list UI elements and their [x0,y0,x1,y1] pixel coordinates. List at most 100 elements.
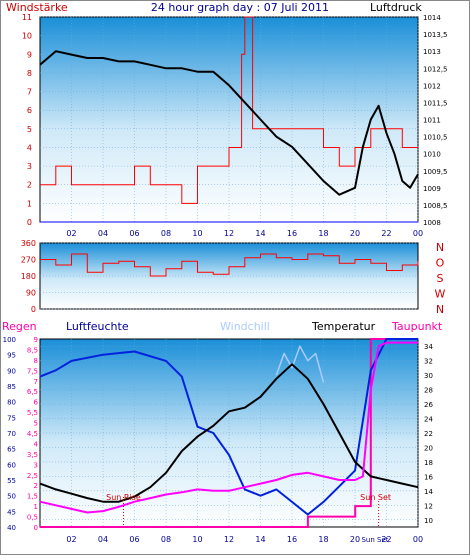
temperature-line [39,363,419,503]
wind-tick-label: 6 [27,106,32,115]
time-tick-label: 14 [255,535,265,544]
temperature-tick-label: 24 [424,416,433,424]
direction-degree-label: 90 [26,289,36,298]
rain-tick-label: 3,5 [27,451,38,459]
temperature-tick-label: 30 [424,372,433,380]
humidity-axis-title: Luftfeuchte [66,320,129,333]
wind-tick-label: 9 [27,50,32,59]
pressure-tick-label: 1012,5 [423,65,448,73]
temperature-tick-label: 22 [424,430,433,438]
pressure-tick-label: 1009,5 [423,168,448,176]
wind-axis-title: Windstärke [6,1,68,14]
wind-tick-label: 0 [27,218,32,227]
wind-tick-label: 11 [22,13,32,22]
wind-tick-label: 2 [27,181,32,190]
rain-tick-label: 8 [34,357,38,365]
humidity-tick-label: 50 [7,493,16,501]
pressure-tick-label: 1008,5 [423,202,448,210]
rain-tick-label: 1,5 [27,493,38,501]
windchill-line [275,345,325,383]
sunrise-label: Sun Rise [106,493,141,502]
direction-degree-label: 360 [21,239,36,248]
wind-tick-label: 5 [27,125,32,134]
direction-degree-label: 270 [21,256,36,265]
time-tick-label: 08 [161,229,171,238]
temperature-axis-ticks: 10 12 14 16 18 20 22 24 26 28 30 32 34 [424,343,433,525]
temperature-tick-label: 16 [424,473,433,481]
rain-tick-label: 7 [34,378,38,386]
rain-tick-label: 1 [34,503,38,511]
rain-tick-label: 5,5 [27,409,38,417]
time-tick-label: 10 [192,535,202,544]
direction-degree-label: 180 [21,272,36,281]
rain-tick-label: 5 [34,420,38,428]
humidity-tick-label: 65 [7,446,16,454]
rain-axis-title: Regen [2,320,37,333]
time-tick-label: 06 [129,229,139,238]
wind-tick-label: 4 [27,143,32,152]
time-tick-label: 20 [350,229,360,238]
sunset-axis-label: Sun Set [361,536,388,544]
time-tick-label: 04 [98,535,108,544]
time-tick-label: 18 [318,535,328,544]
wind-pressure-series [39,16,419,223]
humidity-tick-label: 80 [7,399,16,407]
humidity-tick-label: 95 [7,352,16,360]
rain-tick-label: 9 [34,336,38,344]
humidity-tick-label: 40 [7,524,16,532]
time-tick-label: 00 [413,535,423,544]
compass-label: O [436,257,445,270]
humidity-temperature-series [39,338,419,528]
time-tick-label: 00 [413,229,423,238]
temperature-tick-label: 18 [424,459,433,467]
pressure-tick-label: 1010,5 [423,134,448,142]
rain-line [40,338,418,528]
compass-label: N [436,241,444,254]
rain-tick-label: 8,5 [27,346,38,354]
temperature-tick-label: 12 [424,502,433,510]
time-tick-label: 16 [287,535,297,544]
rain-axis-ticks: 0 0,5 1 1,5 2 2,5 3 3,5 4 4,5 5 5,5 6 6,5 7 7,5 8 8,5 9 [27,336,39,532]
time-tick-label: 22 [381,535,391,544]
sunset-label: Sun Set [360,493,391,502]
time-tick-label: 12 [224,229,234,238]
time-tick-label: 16 [287,229,297,238]
rain-tick-label: 2,5 [27,472,38,480]
time-axis-ticks-bottom: 02 04 06 08 10 12 14 16 18 20 22 00 [66,535,423,544]
humidity-tick-label: 90 [7,367,16,375]
compass-label: N [436,303,444,316]
wind-tick-label: 10 [22,32,32,41]
humidity-tick-label: 75 [7,414,16,422]
humidity-axis-ticks: 40 45 50 55 60 65 70 75 80 85 90 95 100 [3,336,16,532]
pressure-tick-label: 1011 [423,117,441,125]
pressure-axis-ticks: 1008 1008,5 1009 1009,5 1010 1010,5 1011 1011,5… [423,14,448,227]
wind-axis-ticks: 0 1 2 3 4 5 6 7 8 9 10 11 [22,13,32,227]
pressure-tick-label: 1009 [423,185,441,193]
wind-tick-label: 1 [27,199,32,208]
pressure-tick-label: 1013,5 [423,31,448,39]
rain-tick-label: 3 [34,461,38,469]
time-tick-label: 12 [224,535,234,544]
pressure-tick-label: 1012 [423,82,441,90]
time-tick-label: 14 [255,229,265,238]
temperature-tick-label: 10 [424,517,433,525]
pressure-tick-label: 1014 [423,14,441,22]
time-tick-label: 08 [161,535,171,544]
humidity-tick-label: 70 [7,430,16,438]
humidity-tick-label: 100 [3,336,16,344]
temperature-tick-label: 26 [424,401,433,409]
pressure-tick-label: 1008 [423,219,441,227]
rain-tick-label: 0 [34,524,38,532]
pressure-line [39,50,419,196]
pressure-tick-label: 1011,5 [423,99,448,107]
time-tick-label: 02 [66,229,76,238]
rain-tick-label: 7,5 [27,367,38,375]
humidity-tick-label: 85 [7,383,16,391]
rain-tick-label: 0,5 [27,514,38,522]
wind-speed-line [40,16,418,204]
direction-series [40,253,419,277]
time-tick-label: 04 [98,229,108,238]
pressure-tick-label: 1013 [423,48,441,56]
wind-tick-label: 7 [27,88,32,97]
